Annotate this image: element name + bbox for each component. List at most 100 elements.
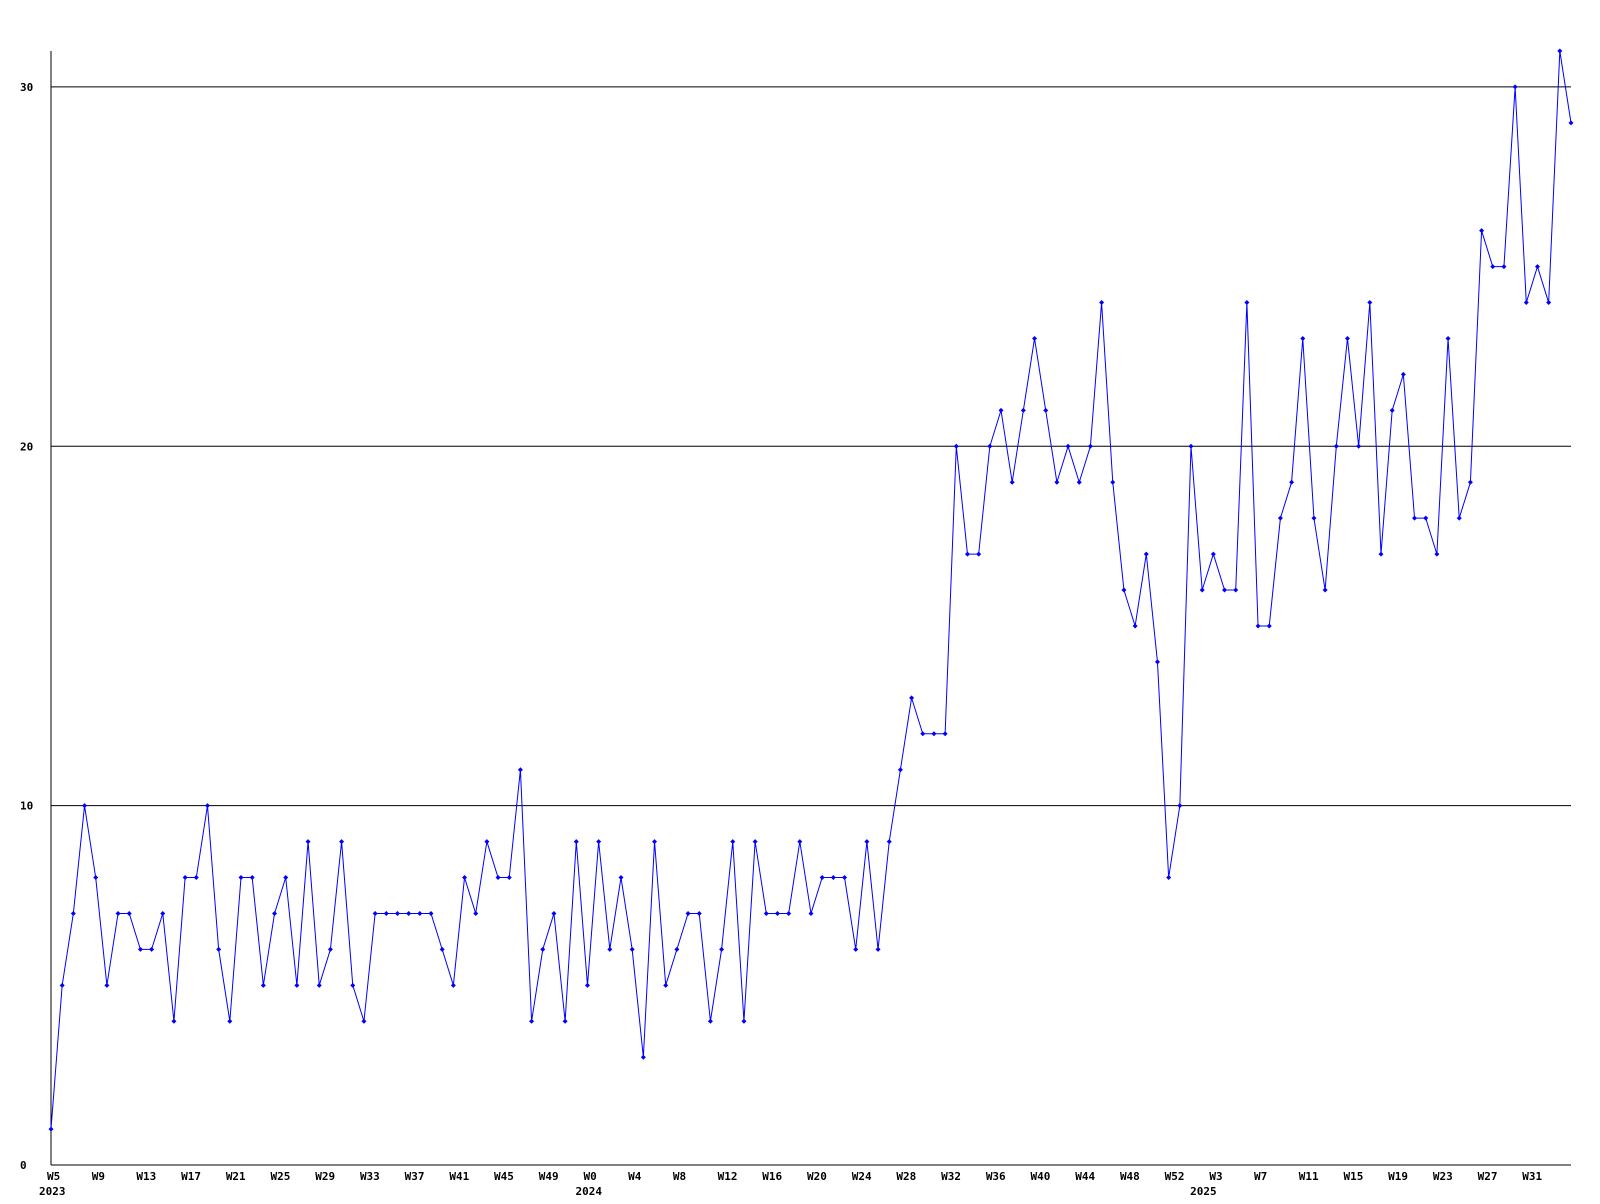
x-tick-label: W16 bbox=[762, 1170, 782, 1183]
data-point bbox=[752, 839, 758, 845]
data-point bbox=[484, 839, 490, 845]
data-point bbox=[1009, 479, 1015, 485]
data-point bbox=[551, 910, 557, 916]
y-tick-label: 30 bbox=[20, 81, 33, 94]
data-point bbox=[1378, 551, 1384, 557]
data-point bbox=[1132, 623, 1138, 629]
data-point bbox=[1076, 479, 1082, 485]
x-tick-label: W11 bbox=[1299, 1170, 1319, 1183]
data-point bbox=[1300, 335, 1306, 341]
data-point bbox=[137, 946, 143, 952]
x-tick-label: W48 bbox=[1120, 1170, 1140, 1183]
data-point bbox=[1490, 264, 1496, 270]
data-point bbox=[797, 839, 803, 845]
year-label: 2023 bbox=[39, 1185, 66, 1198]
data-point bbox=[696, 910, 702, 916]
data-point bbox=[1512, 84, 1518, 90]
data-point bbox=[171, 1018, 177, 1024]
data-point bbox=[875, 946, 881, 952]
data-point bbox=[786, 910, 792, 916]
data-point bbox=[339, 839, 345, 845]
data-point bbox=[1177, 803, 1183, 809]
data-point bbox=[607, 946, 613, 952]
x-tick-label: W12 bbox=[718, 1170, 738, 1183]
data-point bbox=[909, 695, 915, 701]
data-point bbox=[1210, 551, 1216, 557]
x-tick-label: W8 bbox=[673, 1170, 686, 1183]
data-point bbox=[193, 875, 199, 881]
data-point bbox=[1110, 479, 1116, 485]
data-point bbox=[931, 731, 937, 737]
x-tick-label: W49 bbox=[539, 1170, 559, 1183]
data-point bbox=[1434, 551, 1440, 557]
data-point bbox=[383, 910, 389, 916]
data-point bbox=[573, 839, 579, 845]
data-point bbox=[1523, 300, 1529, 306]
x-tick-label: W25 bbox=[271, 1170, 291, 1183]
data-point bbox=[506, 875, 512, 881]
data-point bbox=[260, 982, 266, 988]
data-point bbox=[1568, 120, 1574, 126]
data-point bbox=[316, 982, 322, 988]
x-tick-label: W9 bbox=[92, 1170, 105, 1183]
data-point bbox=[48, 1126, 54, 1132]
data-point bbox=[663, 982, 669, 988]
data-point bbox=[361, 1018, 367, 1024]
x-tick-label: W36 bbox=[986, 1170, 1006, 1183]
data-point bbox=[227, 1018, 233, 1024]
data-point bbox=[920, 731, 926, 737]
data-point bbox=[294, 982, 300, 988]
data-point bbox=[1423, 515, 1429, 521]
data-point bbox=[1154, 659, 1160, 665]
data-point bbox=[406, 910, 412, 916]
data-point bbox=[473, 910, 479, 916]
data-point bbox=[394, 910, 400, 916]
data-point bbox=[1412, 515, 1418, 521]
data-point bbox=[450, 982, 456, 988]
data-point bbox=[283, 875, 289, 881]
data-point bbox=[1043, 407, 1049, 413]
data-point bbox=[808, 910, 814, 916]
data-point bbox=[964, 551, 970, 557]
data-point bbox=[59, 982, 65, 988]
data-point bbox=[1356, 443, 1362, 449]
x-tick-label: W20 bbox=[807, 1170, 827, 1183]
data-point bbox=[93, 875, 99, 881]
x-tick-label: W5 bbox=[47, 1170, 60, 1183]
data-point bbox=[707, 1018, 713, 1024]
data-point bbox=[327, 946, 333, 952]
data-point bbox=[272, 910, 278, 916]
x-tick-label: W15 bbox=[1343, 1170, 1363, 1183]
data-point bbox=[864, 839, 870, 845]
data-point bbox=[652, 839, 658, 845]
data-point bbox=[674, 946, 680, 952]
data-point bbox=[1032, 335, 1038, 341]
x-tick-label: W52 bbox=[1165, 1170, 1185, 1183]
data-point bbox=[1099, 300, 1105, 306]
data-point bbox=[596, 839, 602, 845]
x-tick-label: W32 bbox=[941, 1170, 961, 1183]
data-point bbox=[976, 551, 982, 557]
data-point bbox=[249, 875, 255, 881]
data-point bbox=[1546, 300, 1552, 306]
data-point bbox=[462, 875, 468, 881]
data-point bbox=[540, 946, 546, 952]
data-point bbox=[1311, 515, 1317, 521]
data-point bbox=[350, 982, 356, 988]
data-point bbox=[953, 443, 959, 449]
data-point bbox=[1534, 264, 1540, 270]
y-tick-label: 0 bbox=[20, 1159, 27, 1172]
data-point bbox=[115, 910, 121, 916]
data-point bbox=[629, 946, 635, 952]
data-point bbox=[584, 982, 590, 988]
data-point bbox=[517, 767, 523, 773]
year-label: 2025 bbox=[1190, 1185, 1217, 1198]
data-point bbox=[1266, 623, 1272, 629]
data-point bbox=[1344, 335, 1350, 341]
data-point bbox=[987, 443, 993, 449]
data-point bbox=[1087, 443, 1093, 449]
x-tick-label: W31 bbox=[1522, 1170, 1542, 1183]
data-point bbox=[149, 946, 155, 952]
data-point bbox=[160, 910, 166, 916]
